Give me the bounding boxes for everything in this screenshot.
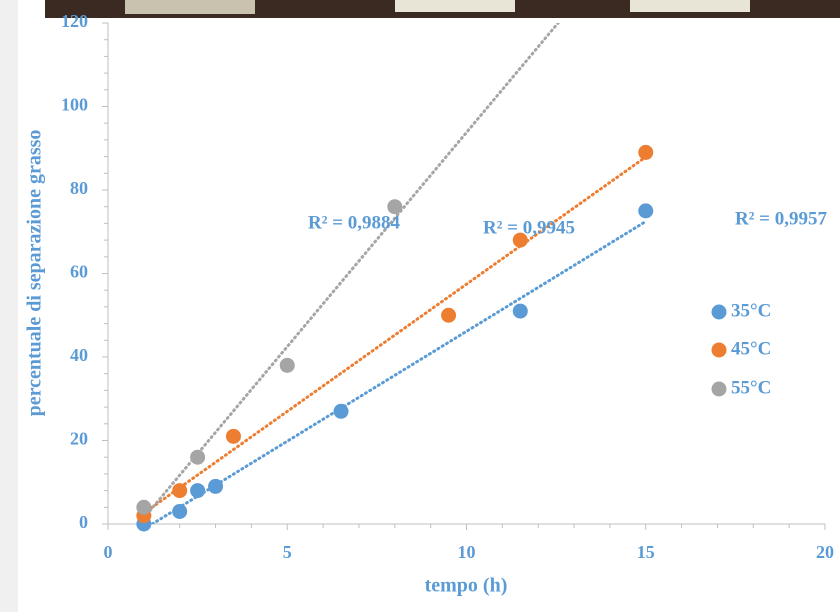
y-axis-title: percentuale di separazione grasso: [24, 130, 46, 417]
trendline-label: R² = 0,9945: [483, 217, 575, 238]
trendline-label: R² = 0,9884: [308, 212, 400, 233]
photo-label: [395, 0, 515, 12]
legend-marker: [712, 343, 727, 358]
y-tick-label: 100: [61, 95, 88, 115]
photo-label: [630, 0, 750, 12]
x-tick-label: 10: [458, 542, 476, 562]
point: [208, 479, 223, 494]
y-tick-label: 80: [70, 178, 88, 198]
x-tick-label: 15: [637, 542, 655, 562]
y-tick-label: 60: [70, 262, 88, 282]
point: [136, 500, 151, 515]
legend-marker: [712, 305, 727, 320]
x-axis-title: tempo (h): [425, 575, 508, 597]
point: [334, 404, 349, 419]
x-tick-label: 5: [283, 542, 292, 562]
point: [172, 483, 187, 498]
legend-label: 45°C: [731, 338, 771, 359]
x-tick-label: 0: [104, 542, 113, 562]
point: [190, 483, 205, 498]
point: [280, 358, 295, 373]
legend-label: 55°C: [731, 377, 771, 398]
y-tick-label: 120: [61, 11, 88, 31]
point: [190, 450, 205, 465]
x-tick-label: 20: [816, 542, 834, 562]
point: [226, 429, 241, 444]
photo-label: [125, 0, 255, 14]
point: [513, 304, 528, 319]
y-tick-label: 0: [79, 512, 88, 532]
left-band: [0, 0, 18, 612]
legend-marker: [712, 382, 727, 397]
legend-label: 35°C: [731, 300, 771, 321]
y-tick-label: 40: [70, 345, 88, 365]
point: [441, 308, 456, 323]
trendline-label: R² = 0,9957: [735, 208, 827, 229]
y-tick-label: 20: [70, 429, 88, 449]
background: [0, 0, 840, 612]
chart: tempo (h) percentuale di separazione gra…: [0, 0, 840, 612]
point: [638, 145, 653, 160]
point: [638, 203, 653, 218]
point: [172, 504, 187, 519]
